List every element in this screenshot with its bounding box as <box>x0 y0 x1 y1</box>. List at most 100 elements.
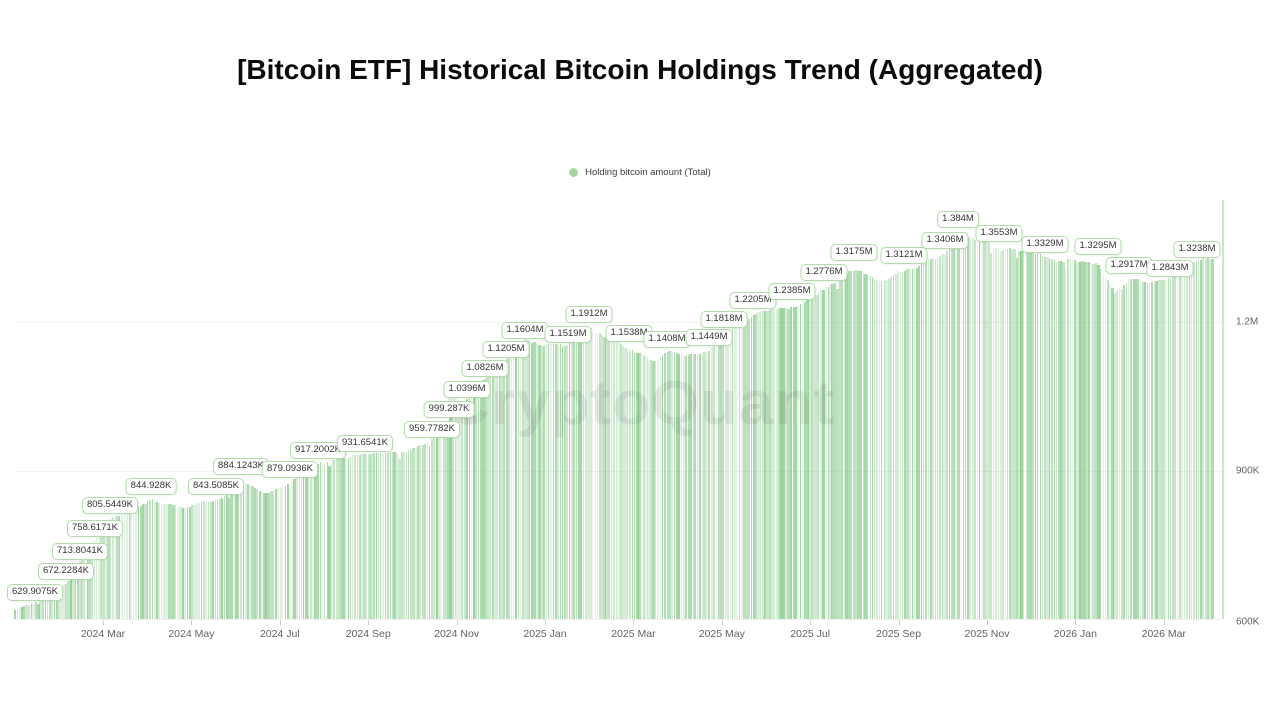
bar <box>209 501 212 619</box>
bar <box>1025 251 1027 619</box>
bar <box>829 283 832 619</box>
bar <box>1085 261 1088 619</box>
bar <box>352 455 354 619</box>
bar <box>869 276 871 619</box>
bar <box>338 459 340 619</box>
bar <box>645 356 648 619</box>
bar <box>920 264 923 619</box>
bar <box>244 482 247 619</box>
bar <box>543 346 545 619</box>
bar <box>478 385 480 619</box>
bar <box>1013 248 1016 619</box>
bar <box>167 503 170 619</box>
bar <box>1178 272 1182 619</box>
bar <box>974 240 976 619</box>
bar <box>790 307 792 619</box>
legend-label: Holding bitcoin amount (Total) <box>585 167 711 178</box>
bar <box>1192 261 1195 619</box>
bar <box>1207 258 1209 619</box>
bar <box>782 307 785 619</box>
bar <box>608 339 610 619</box>
bar <box>647 359 651 619</box>
bar <box>582 334 585 619</box>
bar <box>966 238 969 619</box>
bar <box>598 333 601 619</box>
bar <box>918 265 920 619</box>
bar <box>577 336 580 619</box>
bar <box>851 270 852 619</box>
bar <box>396 453 398 619</box>
x-axis-label: 2025 Jul <box>790 628 831 640</box>
bar <box>731 328 734 619</box>
x-tick <box>633 620 635 625</box>
bar <box>801 301 804 619</box>
bar <box>458 407 462 619</box>
bar <box>796 304 799 619</box>
bar <box>429 445 431 619</box>
bar <box>619 344 622 619</box>
bar <box>316 463 320 619</box>
bar <box>813 294 816 619</box>
bar <box>401 451 403 619</box>
bar <box>412 448 415 619</box>
bar <box>615 342 617 619</box>
x-tick <box>810 620 812 625</box>
bar <box>415 447 417 619</box>
bar <box>195 502 198 619</box>
bar <box>946 251 948 619</box>
bar <box>960 233 962 619</box>
bar <box>289 487 291 619</box>
bar <box>1095 262 1097 619</box>
bar <box>836 288 839 619</box>
bar <box>628 349 632 619</box>
bar <box>65 583 68 619</box>
bar <box>1062 262 1065 619</box>
bar <box>1083 262 1086 619</box>
bar <box>971 238 974 619</box>
bar <box>430 438 434 619</box>
bar <box>1188 263 1190 619</box>
value-callout: 1.2205M <box>729 291 777 309</box>
bar <box>824 287 827 619</box>
bar <box>818 293 820 619</box>
bar <box>680 352 682 619</box>
bar <box>335 459 338 619</box>
bar <box>1146 283 1148 619</box>
bar <box>419 444 422 619</box>
bar <box>114 516 116 619</box>
bar <box>207 501 210 619</box>
value-callout: 1.3329M <box>1021 236 1069 254</box>
bar <box>39 599 42 619</box>
bar <box>391 452 394 619</box>
x-axis-label: 2024 Sep <box>345 628 391 640</box>
legend-item[interactable]: Holding bitcoin amount (Total) <box>0 167 1280 178</box>
bar <box>831 283 835 619</box>
bar <box>575 337 578 619</box>
bar <box>662 355 664 619</box>
bar <box>461 404 464 619</box>
bar <box>876 279 879 619</box>
bar <box>857 270 860 619</box>
y-axis-label: 900K <box>1236 465 1260 476</box>
bar <box>901 271 904 619</box>
bar <box>121 514 124 619</box>
bar <box>792 307 794 619</box>
x-axis-label: 2025 Jan <box>523 628 567 640</box>
bar <box>1006 248 1009 619</box>
bar <box>216 499 219 619</box>
bar <box>372 453 376 619</box>
bar <box>286 484 289 619</box>
bar <box>847 271 851 619</box>
bar <box>929 258 932 619</box>
bar <box>235 486 238 619</box>
bar <box>899 271 902 619</box>
bar <box>367 453 371 619</box>
x-tick <box>1075 620 1077 625</box>
bar <box>284 486 286 619</box>
bar <box>682 354 685 619</box>
bar <box>1174 276 1177 619</box>
bar <box>794 306 797 619</box>
bar <box>770 308 774 619</box>
bar <box>855 269 858 619</box>
bar <box>650 360 652 619</box>
